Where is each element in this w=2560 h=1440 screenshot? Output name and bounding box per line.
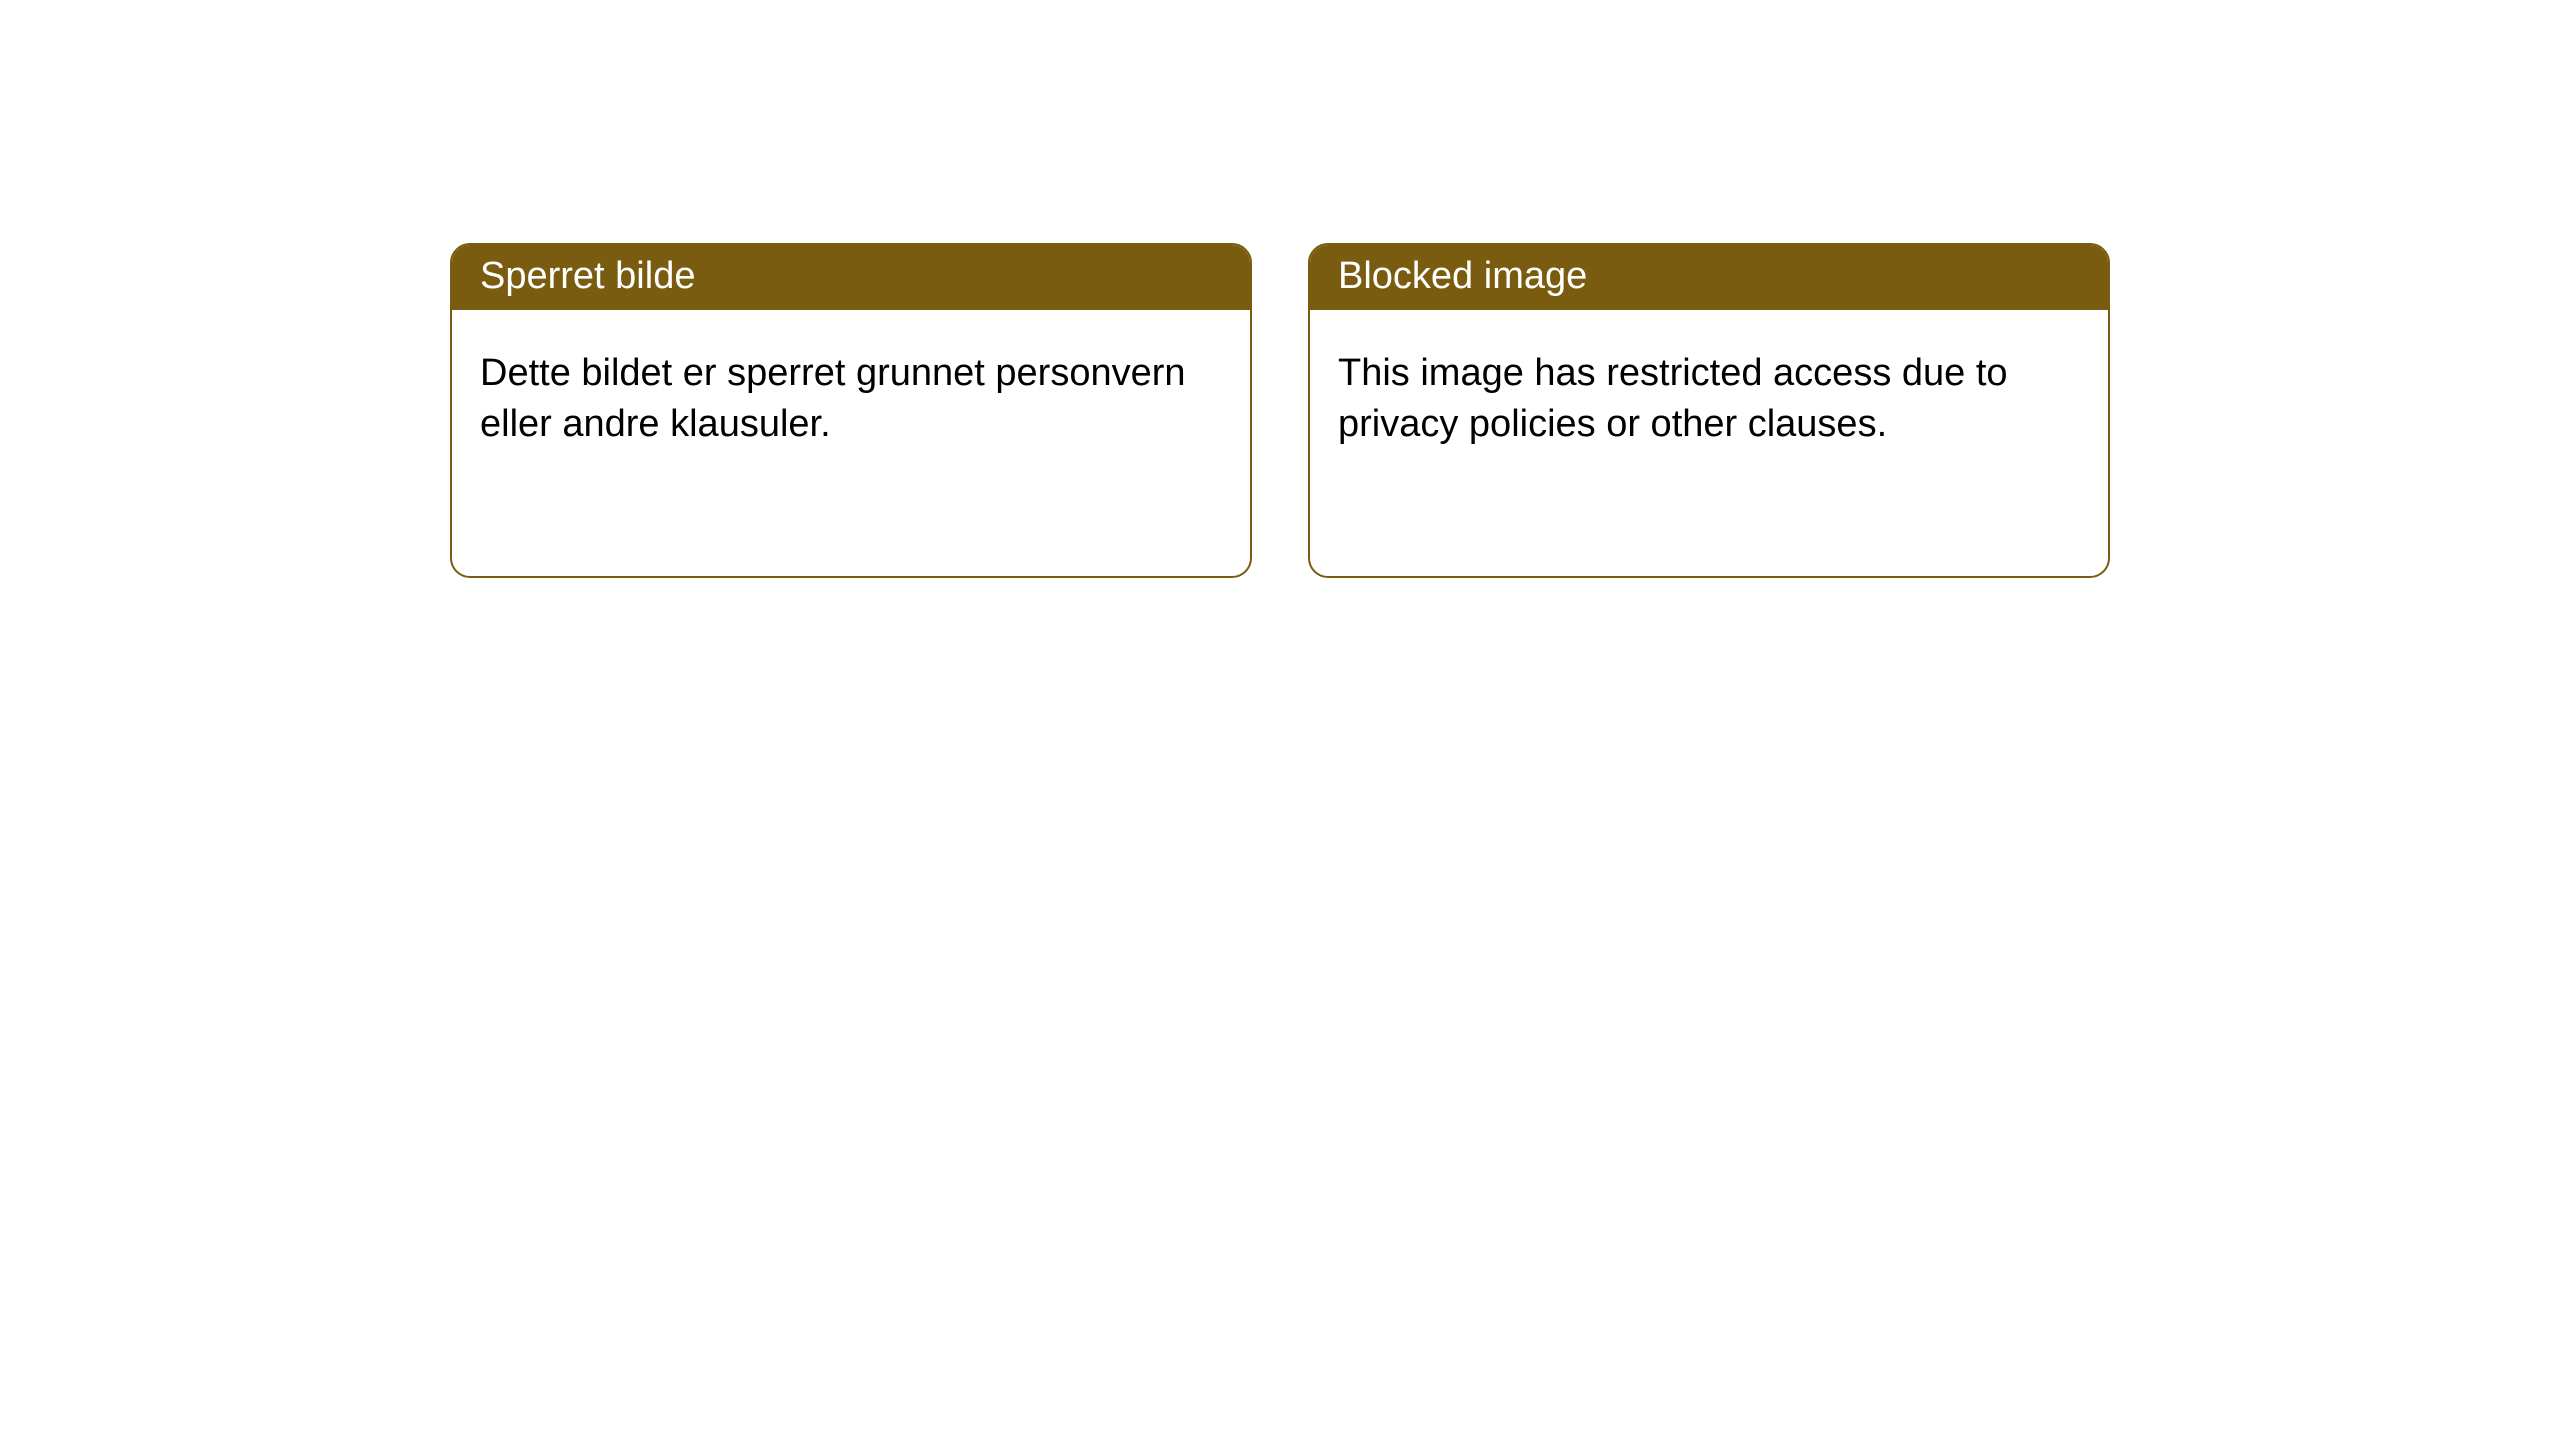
- card-header-en: Blocked image: [1310, 245, 2108, 310]
- card-title-no: Sperret bilde: [480, 255, 695, 297]
- card-header-no: Sperret bilde: [452, 245, 1250, 310]
- card-body-no: Dette bildet er sperret grunnet personve…: [452, 310, 1250, 489]
- card-body-en: This image has restricted access due to …: [1310, 310, 2108, 489]
- card-container: Sperret bilde Dette bildet er sperret gr…: [0, 0, 2560, 578]
- blocked-image-card-en: Blocked image This image has restricted …: [1308, 243, 2110, 578]
- blocked-image-card-no: Sperret bilde Dette bildet er sperret gr…: [450, 243, 1252, 578]
- card-title-en: Blocked image: [1338, 255, 1587, 297]
- card-message-en: This image has restricted access due to …: [1338, 352, 2008, 445]
- card-message-no: Dette bildet er sperret grunnet personve…: [480, 352, 1186, 445]
